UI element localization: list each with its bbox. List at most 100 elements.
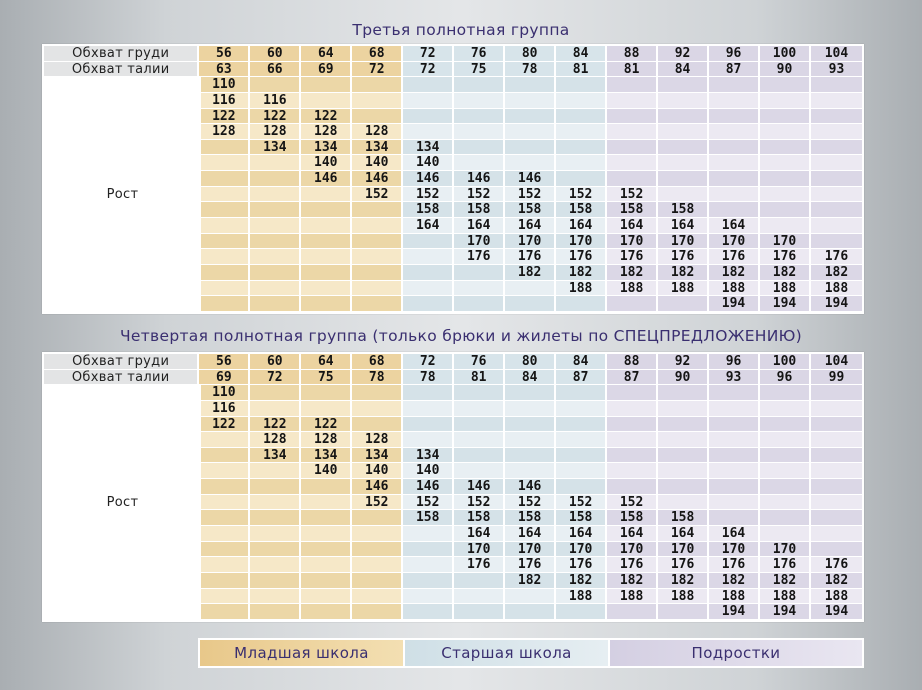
- table-cell: [658, 463, 710, 480]
- waist-label: Обхват талии: [44, 61, 200, 78]
- table-cell: [505, 588, 557, 605]
- table-cell: [607, 155, 659, 172]
- table-cell: [301, 264, 353, 281]
- table-cell: [199, 447, 251, 464]
- table-cell: 170: [658, 541, 710, 558]
- header-cell: 100: [760, 354, 811, 370]
- table-cell: [556, 400, 608, 417]
- table-cell: [810, 447, 862, 464]
- table-cell: 158: [658, 510, 710, 527]
- table-cell: [250, 264, 302, 281]
- table-cell: 188: [760, 280, 811, 297]
- table-cell: [250, 541, 302, 558]
- table-cell: [556, 155, 608, 172]
- table-cell: [199, 264, 251, 281]
- table-cell: 128: [199, 124, 251, 140]
- header-cell: 84: [505, 369, 557, 386]
- table-cell: 140: [403, 155, 455, 172]
- table-cell: [607, 432, 659, 448]
- table-cell: 158: [607, 510, 659, 527]
- header-row: Обхват груди 56 60 64 68 72 76 80 84 88 92 96 100 104: [44, 46, 862, 62]
- table-cell: 116: [199, 400, 251, 417]
- table-cell: 176: [658, 557, 710, 573]
- table-cell: [199, 249, 251, 265]
- table-row: 182 182 182 182 182 182 182: [44, 572, 862, 589]
- table-cell: 164: [709, 526, 761, 542]
- table-cell: 158: [403, 202, 455, 219]
- header-cell: 81: [556, 61, 608, 78]
- table-cell: 146: [454, 479, 506, 495]
- table-cell: [352, 249, 404, 265]
- chest-label: Обхват груди: [44, 354, 200, 370]
- size-table-group3: Обхват груди 56 60 64 68 72 76 80 84 88 92 96 100 104…: [42, 44, 864, 314]
- table-cell: [403, 77, 455, 93]
- table-cell: 152: [505, 494, 557, 511]
- table-cell: 122: [199, 108, 251, 125]
- header-cell: 63: [199, 61, 251, 78]
- table-cell: [301, 541, 353, 558]
- table-cell: [250, 202, 302, 219]
- table-cell: 194: [810, 296, 862, 312]
- table-cell: [250, 171, 302, 187]
- table-cell: 182: [658, 264, 710, 281]
- table-cell: 170: [607, 541, 659, 558]
- table-cell: [760, 92, 811, 109]
- table-cell: [760, 202, 811, 219]
- table-cell: [352, 202, 404, 219]
- table-cell: 176: [505, 249, 557, 265]
- header-cell: 78: [403, 369, 455, 386]
- table-cell: 152: [352, 494, 404, 511]
- legend-junior-school: Младшая школа: [200, 640, 405, 666]
- table-cell: 152: [607, 186, 659, 203]
- table-cell: 188: [607, 280, 659, 297]
- table-cell: 170: [454, 233, 506, 250]
- height-label: Рост: [44, 77, 201, 312]
- table-cell: 122: [199, 416, 251, 433]
- header-cell: 81: [454, 369, 506, 386]
- table-cell: [810, 92, 862, 109]
- header-cell: 78: [352, 369, 404, 386]
- waist-label: Обхват талии: [44, 369, 200, 386]
- table-cell: 152: [403, 494, 455, 511]
- table-row: 194 194 194: [44, 296, 862, 312]
- table-cell: [760, 155, 811, 172]
- table-cell: 188: [607, 588, 659, 605]
- table-cell: [301, 510, 353, 527]
- table-cell: 164: [658, 218, 710, 234]
- table-cell: [403, 108, 455, 125]
- table-cell: [709, 186, 761, 203]
- table-cell: [454, 92, 506, 109]
- table-cell: [607, 400, 659, 417]
- table-cell: [301, 588, 353, 605]
- table-cell: [250, 526, 302, 542]
- header-cell: 87: [556, 369, 608, 386]
- table-cell: [760, 416, 811, 433]
- table-cell: 158: [403, 510, 455, 527]
- table-cell: [403, 572, 455, 589]
- table-cell: 170: [709, 541, 761, 558]
- table-cell: 182: [709, 264, 761, 281]
- header-cell: 96: [709, 46, 761, 62]
- table-cell: 152: [403, 186, 455, 203]
- table-cell: 176: [505, 557, 557, 573]
- table-cell: [760, 171, 811, 187]
- table-cell: [658, 171, 710, 187]
- legend: Младшая школа Старшая школа Подростки: [198, 638, 864, 668]
- table-cell: 164: [658, 526, 710, 542]
- table-cell: [505, 108, 557, 125]
- table-cell: [505, 432, 557, 448]
- header-cell: 72: [250, 369, 302, 386]
- table-row: 170 170 170 170 170 170 170: [44, 541, 862, 558]
- table-cell: 152: [505, 186, 557, 203]
- header-cell: 80: [505, 46, 557, 62]
- header-row: Обхват груди 56 60 64 68 72 76 80 84 88 92 96 100 104: [44, 354, 862, 370]
- table-cell: 164: [505, 526, 557, 542]
- header-cell: 68: [352, 46, 404, 62]
- table-cell: [709, 479, 761, 495]
- table-row: 116: [44, 400, 862, 417]
- table-cell: [403, 416, 455, 433]
- table-row: 146 146 146 146 146: [44, 171, 862, 187]
- table-cell: [352, 77, 404, 93]
- table-cell: 170: [505, 541, 557, 558]
- table-cell: 170: [505, 233, 557, 250]
